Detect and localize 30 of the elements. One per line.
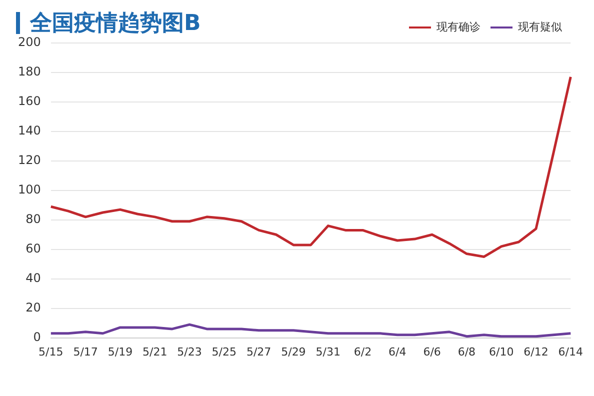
legend-label: 现有疑似: [518, 20, 562, 34]
x-tick-label: 5/19: [108, 345, 133, 358]
x-tick-label: 6/4: [388, 345, 406, 358]
x-tick-label: 6/10: [489, 345, 514, 358]
x-tick-label: 6/2: [354, 345, 372, 358]
x-tick-label: 5/29: [281, 345, 306, 358]
x-tick-label: 5/27: [246, 345, 272, 358]
legend-label: 现有确诊: [436, 20, 480, 34]
x-tick-label: 5/21: [142, 345, 168, 358]
x-tick-label: 6/14: [558, 345, 583, 358]
x-tick-label: 5/15: [38, 345, 64, 358]
y-tick-label: 20: [26, 300, 41, 314]
y-tick-label: 100: [18, 182, 41, 197]
y-tick-label: 60: [26, 241, 41, 256]
x-tick-label: 6/12: [524, 345, 548, 358]
y-tick-label: 180: [18, 64, 41, 79]
y-tick-label: 140: [18, 124, 41, 138]
y-tick-label: 160: [18, 94, 41, 108]
y-tick-label: 40: [26, 270, 41, 285]
x-tick-label: 5/31: [316, 345, 340, 358]
x-tick-label: 6/6: [423, 345, 441, 358]
chart-title: 全国疫情趋势图B: [30, 10, 201, 37]
x-tick-label: 5/25: [212, 345, 237, 358]
x-tick-label: 6/8: [458, 345, 476, 358]
y-tick-label: 200: [18, 35, 41, 50]
x-tick-label: 5/17: [73, 345, 98, 358]
y-tick-label: 0: [33, 330, 41, 344]
y-tick-label: 80: [26, 212, 41, 226]
y-tick-label: 120: [18, 153, 41, 168]
x-tick-label: 5/23: [177, 345, 202, 358]
